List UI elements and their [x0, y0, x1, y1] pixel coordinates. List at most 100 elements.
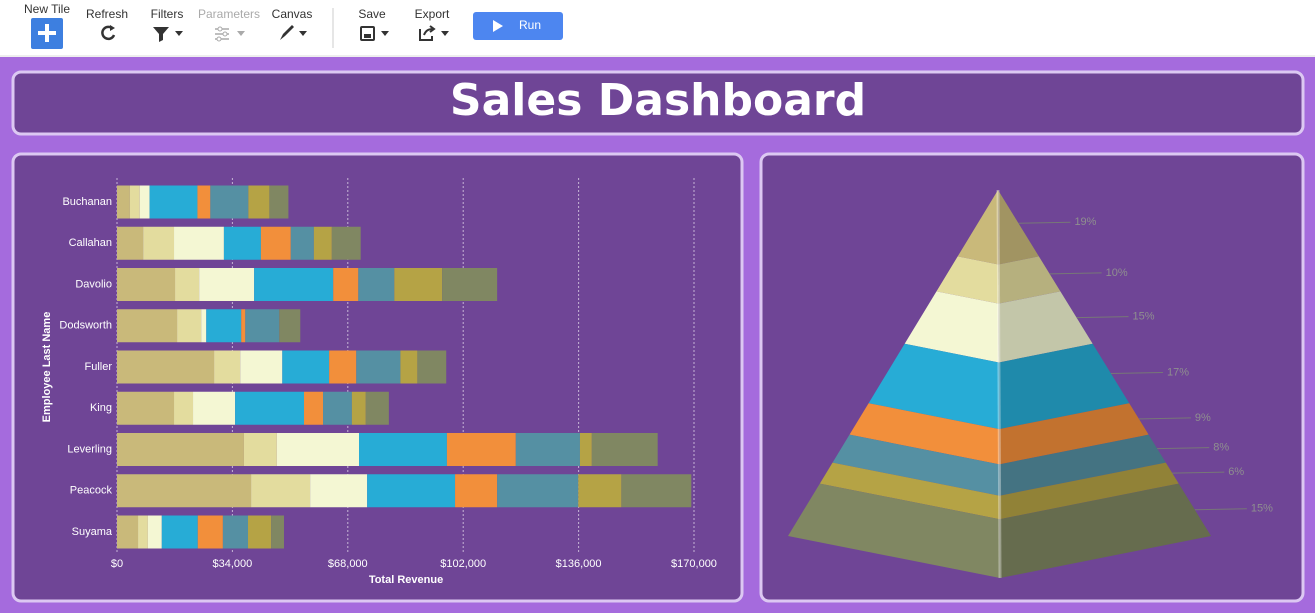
tool-label[interactable]: Export	[415, 7, 450, 21]
bar-segment	[117, 391, 175, 425]
bar-segment	[365, 391, 389, 425]
pyramid-edge	[996, 189, 1002, 579]
bar-segment	[210, 185, 249, 219]
pyramid-label: 8%	[1213, 442, 1229, 454]
y-tick-label: Leverling	[67, 443, 112, 455]
bar-segment	[323, 391, 352, 425]
y-tick-label: Davolio	[75, 278, 112, 290]
save-detail	[364, 34, 371, 38]
pyramid-left-face	[957, 190, 999, 265]
pyramid-label: 19%	[1074, 216, 1096, 228]
bar-segment	[358, 268, 395, 301]
x-tick-label: $170,000	[671, 558, 717, 570]
leader-line	[1076, 316, 1129, 319]
pyramid-right-face	[998, 256, 1061, 304]
title-panel	[11, 70, 1305, 136]
bar-segment	[515, 433, 580, 466]
bar-segment	[117, 185, 130, 219]
x-tick-label: $102,000	[440, 558, 486, 570]
tool-label[interactable]: New Tile	[24, 2, 70, 16]
pyramid-right-face	[999, 434, 1166, 496]
tool-label[interactable]: Filters	[151, 7, 184, 21]
pyramid-label: 10%	[1106, 267, 1128, 279]
tool-label: Parameters	[198, 7, 260, 21]
run-button[interactable]	[473, 12, 563, 40]
canvas-icon[interactable]	[280, 25, 294, 40]
bar-segment	[417, 350, 447, 384]
y-tick-label: Suyama	[72, 526, 113, 538]
pyramid-label: 15%	[1133, 310, 1155, 322]
pyramid-left-face	[832, 434, 1000, 496]
leader-line	[1194, 508, 1247, 511]
save-icon[interactable]	[360, 26, 375, 41]
bar-segment	[223, 226, 261, 260]
export-icon[interactable]	[419, 25, 436, 41]
leader-line	[1049, 272, 1102, 275]
bar-segment	[117, 433, 244, 466]
dashboard-title: Sales Dashboard	[450, 75, 866, 126]
bar-segment	[177, 309, 202, 343]
bar-segment	[260, 226, 291, 260]
bar-segment	[400, 350, 418, 384]
tool-label[interactable]: Save	[358, 7, 386, 21]
bar-segment	[446, 433, 516, 466]
bar-segment	[455, 474, 498, 508]
tool-label[interactable]: Refresh	[86, 7, 128, 21]
bar-segment	[621, 474, 692, 508]
y-tick-label: Peacock	[70, 485, 113, 497]
bar-segment	[245, 309, 280, 343]
bar-segment	[251, 474, 311, 508]
bar-segment	[351, 391, 366, 425]
bar-segment	[248, 515, 272, 549]
bar-segment	[193, 391, 236, 425]
bar-segment	[248, 185, 270, 219]
bar-segment	[271, 515, 284, 549]
y-axis-label: Employee Last Name	[41, 312, 53, 423]
bar-segment	[578, 474, 622, 508]
bar-segment	[175, 268, 200, 301]
bar-segment	[333, 268, 359, 301]
play-icon	[493, 20, 503, 32]
knob	[222, 31, 228, 37]
bar-segment	[394, 268, 443, 301]
y-tick-label: Callahan	[69, 237, 112, 249]
bar-segment	[147, 515, 162, 549]
bar-segment	[240, 350, 283, 384]
bar-segment	[276, 433, 360, 466]
bar-segment	[174, 391, 194, 425]
bar-segment	[143, 226, 175, 260]
knob	[216, 36, 222, 42]
pyramid-left-face	[904, 291, 999, 363]
y-tick-label: Buchanan	[62, 196, 112, 208]
bar-segment	[442, 268, 498, 301]
leader-line	[1172, 471, 1225, 474]
bar-segment	[117, 474, 252, 508]
y-tick-label: King	[90, 402, 112, 414]
bar-segment	[161, 515, 198, 549]
run-label[interactable]: Run	[519, 18, 541, 32]
pyramid-left-face	[788, 483, 1000, 578]
bar-segment	[149, 185, 198, 219]
tool-label[interactable]: Canvas	[272, 7, 313, 21]
caret	[381, 31, 389, 36]
bar-segment	[197, 185, 211, 219]
pyramid-label: 17%	[1167, 366, 1189, 378]
caret	[299, 31, 307, 36]
bar-segment	[139, 185, 150, 219]
bar-segment	[279, 309, 301, 343]
filter-icon[interactable]	[153, 27, 169, 42]
x-tick-label: $136,000	[556, 558, 602, 570]
bar-segment	[579, 433, 592, 466]
leader-line	[1018, 221, 1071, 224]
y-tick-label: Fuller	[84, 361, 112, 373]
refresh-icon[interactable]	[101, 25, 116, 41]
caret	[237, 31, 245, 36]
bar-segment	[331, 226, 361, 260]
bar-segment	[201, 309, 207, 343]
bar-segment	[290, 226, 314, 260]
bar-segment	[356, 350, 401, 384]
plus-icon	[38, 24, 56, 42]
bar-segment	[367, 474, 456, 508]
